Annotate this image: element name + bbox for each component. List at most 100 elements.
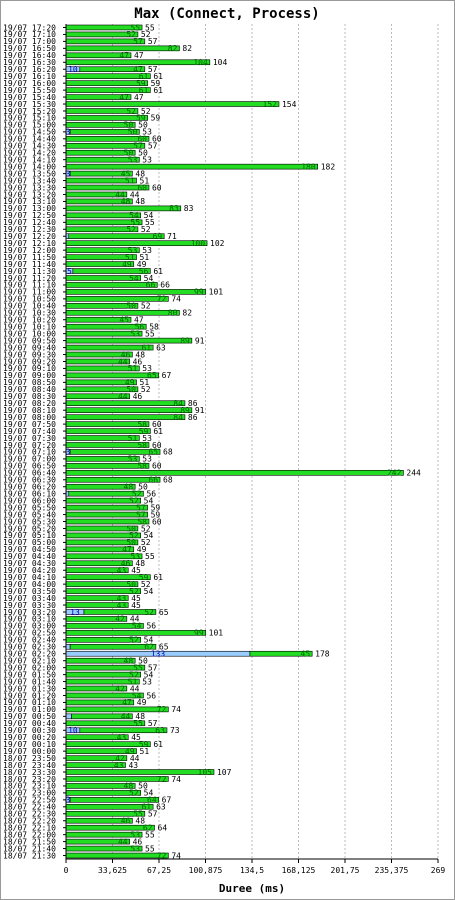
bar-total-label: 49 <box>137 545 147 554</box>
y-tick-label: 19/07 05:40 <box>3 510 56 519</box>
bar-total-label: 56 <box>146 691 156 700</box>
bar-process-label: 43 <box>117 566 127 575</box>
bar-total-label: 59 <box>151 510 161 519</box>
y-tick-label: 18/07 22:10 <box>3 823 56 832</box>
y-tick-label: 19/07 01:20 <box>3 691 56 700</box>
bar-total-label: 48 <box>135 350 145 359</box>
bar-process-label: 43 <box>117 733 127 742</box>
bar-process-label: 56 <box>135 322 145 331</box>
bar-process-label: 55 <box>130 23 140 32</box>
bar-process-label: 44 <box>118 357 128 366</box>
bar-total-label: 51 <box>140 378 150 387</box>
bar-process-label: 53 <box>130 830 140 839</box>
bar-total-label: 57 <box>148 719 158 728</box>
bar-total-label: 54 <box>144 211 154 220</box>
bar-total-label: 74 <box>171 851 181 860</box>
bar-total-label: 49 <box>137 698 147 707</box>
y-tick-label: 19/07 08:40 <box>3 385 56 394</box>
y-tick-label: 19/07 13:00 <box>3 204 56 213</box>
y-tick-label: 19/07 07:20 <box>3 441 56 450</box>
bar-process-label: 52 <box>126 107 136 116</box>
y-tick-label: 19/07 01:40 <box>3 677 56 686</box>
bar-process-label: 66 <box>148 476 158 485</box>
bar-process <box>65 205 182 212</box>
bar-connect-label: 10 <box>68 65 78 74</box>
bar-total-label: 66 <box>160 281 170 290</box>
y-tick-label: 19/07 09:10 <box>3 364 56 373</box>
y-tick-label: 19/07 07:40 <box>3 427 56 436</box>
y-tick-label: 19/07 11:20 <box>3 274 56 283</box>
bar-total-label: 54 <box>144 531 154 540</box>
bar-total-label: 63 <box>156 803 166 812</box>
bar-process-label: 242 <box>387 469 402 478</box>
bar-process <box>65 101 280 107</box>
y-tick-label: 19/07 14:20 <box>3 149 56 158</box>
bar-total-label: 54 <box>144 636 154 645</box>
bar-process-label: 59 <box>139 573 149 582</box>
y-tick-label: 19/07 07:50 <box>3 420 56 429</box>
bar-process-label: 82 <box>168 44 178 53</box>
bar-process <box>69 129 140 135</box>
bar-total-label: 57 <box>148 663 158 672</box>
bar-total-label: 52 <box>141 538 151 547</box>
bar-total-label: 60 <box>152 462 162 471</box>
bar-process-label: 99 <box>194 629 204 638</box>
bar-total-label: 48 <box>135 712 145 721</box>
bar-process <box>65 163 318 170</box>
bar-process-label: 52 <box>126 225 136 234</box>
y-tick-label: 18/07 22:00 <box>3 830 56 839</box>
y-tick-label: 19/07 01:50 <box>3 670 56 679</box>
bar-process-label: 50 <box>128 128 138 137</box>
bar-process-label: 51 <box>125 176 135 185</box>
bar-process-label: 54 <box>132 622 142 631</box>
y-tick-label: 19/07 11:30 <box>3 267 56 276</box>
bar-process-label: 56 <box>139 267 149 276</box>
y-tick-label: 19/07 15:40 <box>3 93 56 102</box>
bar-process-label: 44 <box>121 712 131 721</box>
bar-total-label: 74 <box>171 775 181 784</box>
y-tick-label: 19/07 15:00 <box>3 121 56 130</box>
bar-process-label: 100 <box>191 239 206 248</box>
y-tick-label: 19/07 04:40 <box>3 552 56 561</box>
y-tick-label: 19/07 11:50 <box>3 253 56 262</box>
y-tick-label: 19/07 02:30 <box>3 643 56 652</box>
bar-total-label: 45 <box>131 601 141 610</box>
bar-process-label: 49 <box>125 747 135 756</box>
bar-process-label: 50 <box>126 385 136 394</box>
y-tick-label: 19/07 17:10 <box>3 30 56 39</box>
bar-process <box>65 741 151 747</box>
bar-process-label: 50 <box>126 302 136 311</box>
x-tick-label: 235,375 <box>375 866 409 875</box>
bar-total-label: 52 <box>141 225 151 234</box>
x-tick-label: 168,125 <box>282 866 316 875</box>
bar-process <box>65 574 151 580</box>
bar-connect-label: 3 <box>66 796 71 805</box>
bar-process <box>65 240 208 246</box>
y-tick-label: 19/07 04:30 <box>3 559 56 568</box>
bar-process-label: 55 <box>133 719 143 728</box>
bar-total-label: 59 <box>151 79 161 88</box>
bar-total-label: 60 <box>152 420 162 429</box>
bar-process-label: 52 <box>132 489 142 498</box>
bar-total-label: 44 <box>130 754 140 763</box>
bar-total-label: 55 <box>145 844 155 853</box>
y-tick-label: 18/07 23:40 <box>3 761 56 770</box>
bar-connect-label: 5 <box>67 267 72 276</box>
bar-total-label: 61 <box>153 427 163 436</box>
x-tick-label: 201,75 <box>331 866 360 875</box>
bar-total-label: 61 <box>153 740 163 749</box>
bar-process-label: 84 <box>173 399 183 408</box>
y-tick-label: 19/07 04:50 <box>3 545 56 554</box>
y-tick-label: 19/07 13:10 <box>3 197 56 206</box>
bar-process-label: 72 <box>157 851 167 860</box>
bar-total-label: 45 <box>131 733 141 742</box>
bar-total-label: 59 <box>151 503 161 512</box>
bar-total-label: 53 <box>142 455 152 464</box>
bar-total-label: 55 <box>145 830 155 839</box>
bar-process <box>65 282 158 288</box>
bar-process-label: 58 <box>137 462 147 471</box>
bar-process-label: 57 <box>133 142 143 151</box>
y-tick-label: 19/07 16:10 <box>3 72 56 81</box>
bar-total-label: 55 <box>145 329 155 338</box>
bar-process-label: 43 <box>117 594 127 603</box>
